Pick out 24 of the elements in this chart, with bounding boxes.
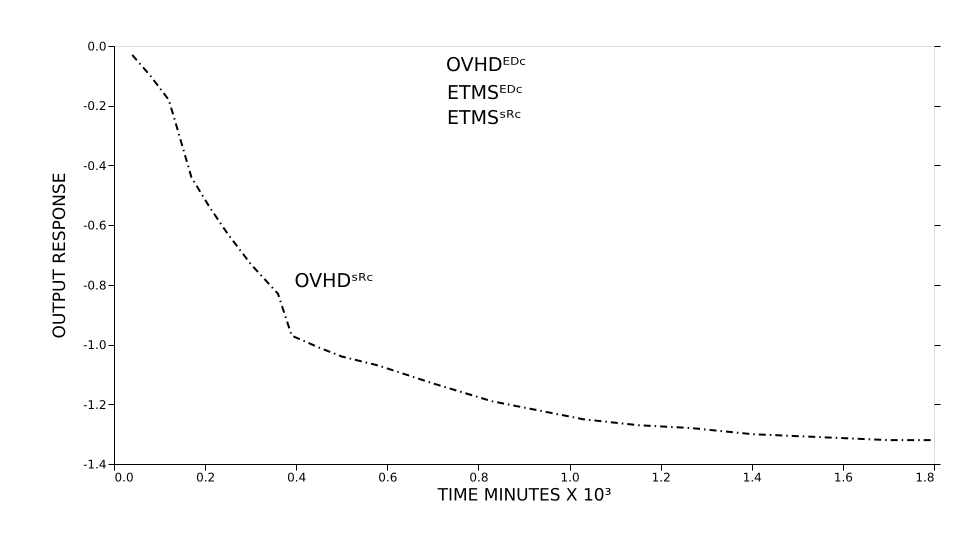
y-tick-label: -0.4 <box>83 158 106 173</box>
y-tick-label: -0.2 <box>83 99 106 114</box>
x-tick-label: 0.6 <box>378 470 398 484</box>
y-tick-label: 0.0 <box>87 40 106 54</box>
x-axis-title: TIME MINUTES X 10³ <box>436 486 612 506</box>
y-tick-label: -1.4 <box>83 458 106 472</box>
annotation: ETMSˢᴿᶜ <box>447 107 522 129</box>
y-tick-label: -0.8 <box>83 278 106 292</box>
x-tick-label: 0.0 <box>114 470 134 484</box>
x-tick-label: 1.0 <box>560 470 580 484</box>
annotation: ETMSᴱᴰᶜ <box>447 82 523 104</box>
y-tick-label: -1.0 <box>83 338 106 352</box>
x-tick-label: 0.8 <box>469 470 488 484</box>
x-tick-label: 0.4 <box>287 470 306 484</box>
x-tick-label: 1.6 <box>834 470 853 484</box>
x-tick-label: 0.2 <box>196 470 216 484</box>
x-tick-label: 1.4 <box>742 470 762 484</box>
y-tick-label: -1.2 <box>83 398 106 412</box>
annotation: OVHDᴱᴰᶜ <box>446 54 526 76</box>
y-tick-label: -0.6 <box>83 218 106 233</box>
x-tick-label: 1.8 <box>915 470 934 484</box>
y-axis-title: OUTPUT RESPONSE <box>50 172 70 338</box>
x-tick-label: 1.2 <box>652 470 671 484</box>
annotation: OVHDˢᴿᶜ <box>294 270 374 292</box>
